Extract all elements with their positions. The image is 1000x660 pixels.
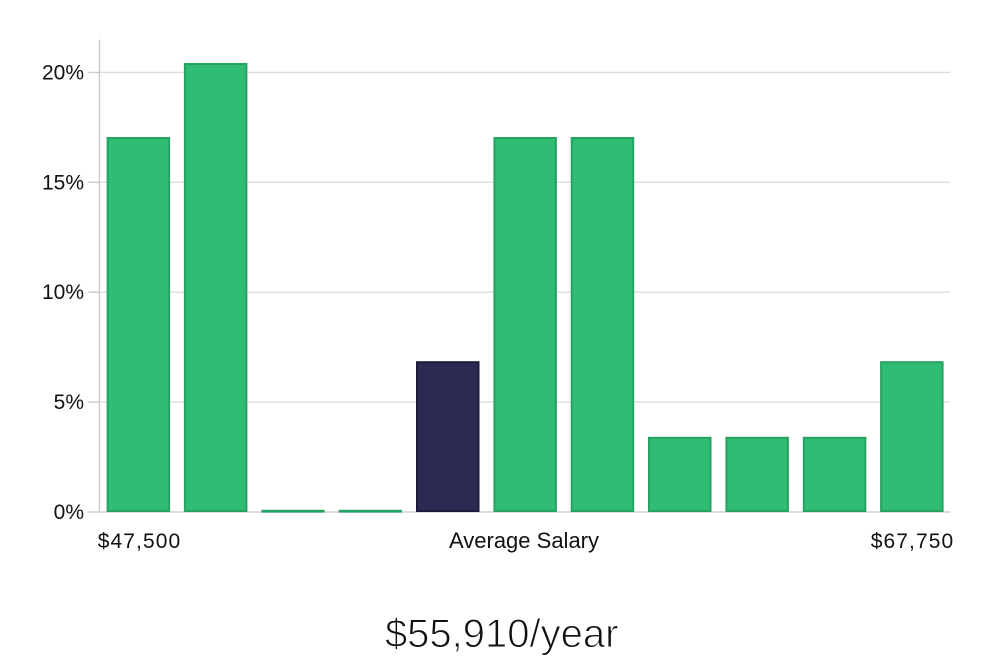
svg-text:15%: 15% [42, 171, 84, 194]
svg-text:$55,910/year: $55,910/year [385, 612, 619, 656]
svg-text:5%: 5% [54, 391, 84, 414]
svg-text:0%: 0% [54, 501, 84, 524]
svg-text:$67,750: $67,750 [871, 530, 955, 553]
svg-text:20%: 20% [42, 61, 84, 84]
svg-text:Average Salary: Average Salary [449, 528, 599, 553]
svg-text:$47,500: $47,500 [98, 530, 182, 553]
svg-text:10%: 10% [42, 281, 84, 304]
